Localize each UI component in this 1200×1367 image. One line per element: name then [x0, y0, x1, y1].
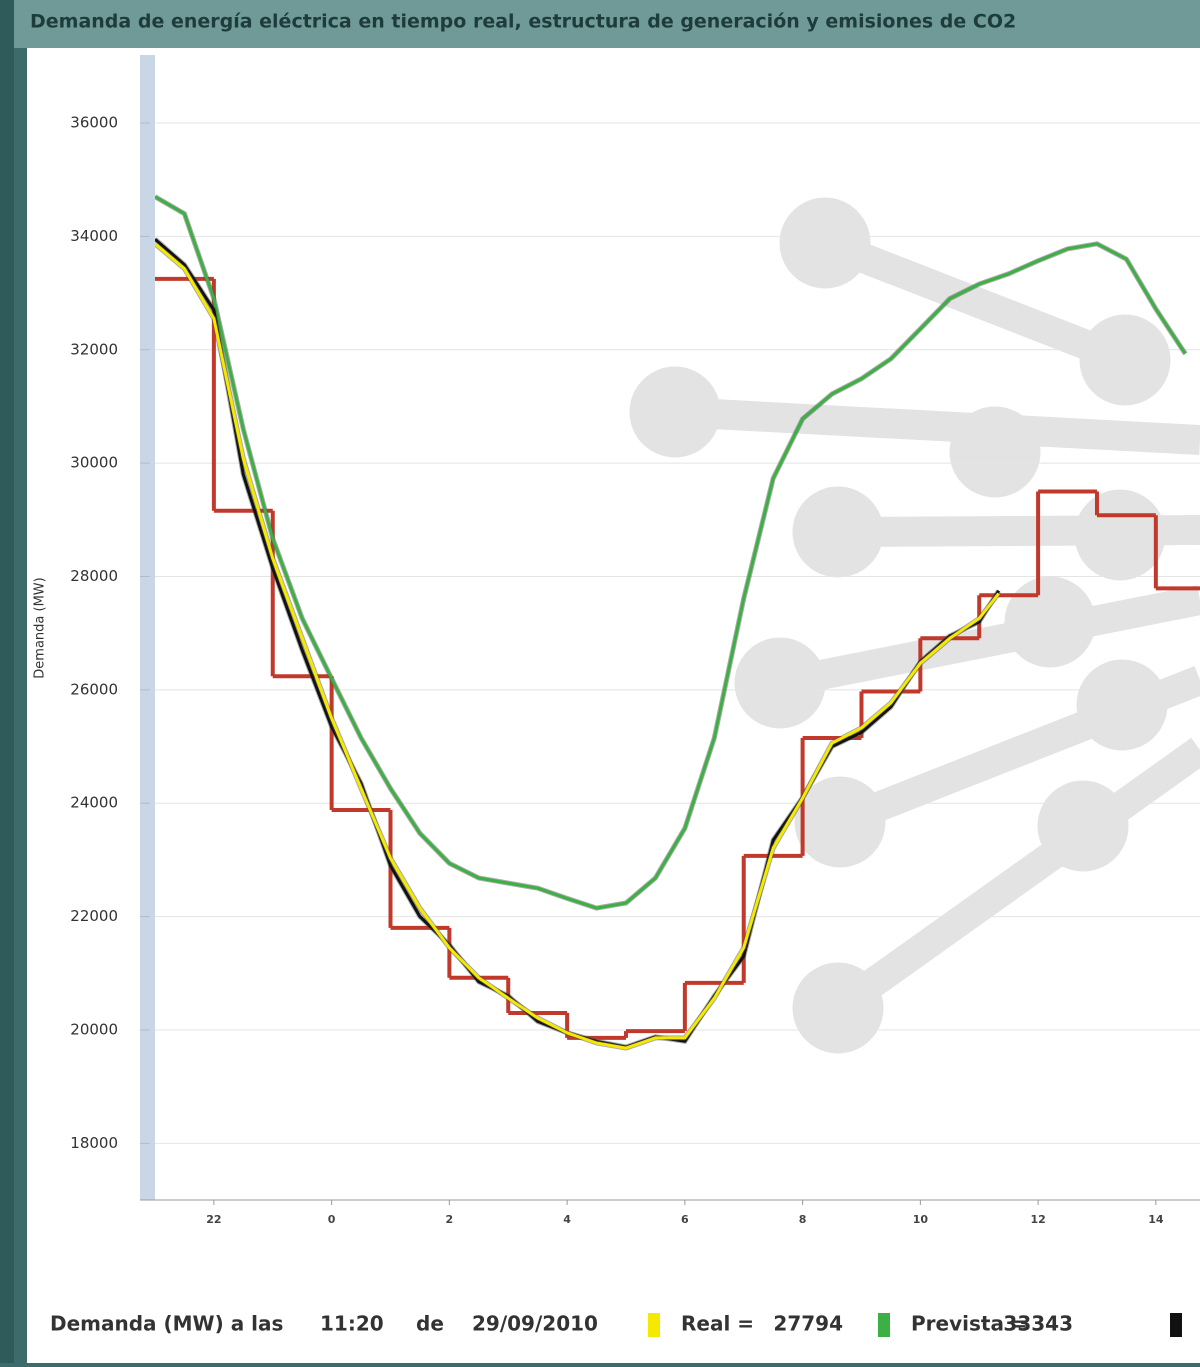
y-tick-label: 34000 — [70, 227, 118, 245]
x-tick-label: 10 — [913, 1213, 929, 1226]
status-prefix: Demanda (MW) a las — [50, 1312, 283, 1336]
y-axis-label: Demanda (MW) — [33, 577, 48, 678]
y-tick-label: 20000 — [70, 1020, 118, 1038]
x-tick-label: 2 — [446, 1213, 454, 1226]
legend-swatch — [878, 1313, 890, 1337]
x-tick-label: 6 — [681, 1213, 689, 1226]
status-time: 11:20 — [320, 1312, 384, 1336]
legend-value: 27794 — [773, 1312, 843, 1336]
series-line — [155, 195, 1187, 910]
legend-name: Real = — [681, 1312, 754, 1336]
y-tick-label: 24000 — [70, 794, 118, 812]
header-bar — [0, 0, 1200, 48]
series-line — [155, 242, 1000, 1050]
status-bar: Demanda (MW) a las 11:20 de 29/09/2010 — [50, 1312, 598, 1336]
y-tick-label: 18000 — [70, 1134, 118, 1152]
x-tick-label: 0 — [328, 1213, 336, 1226]
chart-title: Demanda de energía eléctrica en tiempo r… — [30, 11, 1016, 33]
legend-name: Prevista = — [911, 1312, 1028, 1336]
x-tick-label: 8 — [799, 1213, 807, 1226]
status-date: 29/09/2010 — [472, 1312, 598, 1336]
plot — [155, 194, 1200, 1051]
x-tick-label: 4 — [563, 1213, 571, 1226]
status-de: de — [416, 1312, 444, 1336]
axis-strip — [140, 55, 155, 1200]
panel — [27, 48, 1200, 1363]
y-tick-label: 28000 — [70, 567, 118, 585]
x-tick-label: 14 — [1148, 1213, 1164, 1226]
y-tick-label: 36000 — [70, 114, 118, 132]
legend-value: 33343 — [1003, 1312, 1073, 1336]
x-tick-label: 12 — [1030, 1213, 1045, 1226]
y-tick-label: 26000 — [70, 680, 118, 698]
x-tick-label: 22 — [206, 1213, 221, 1226]
background-logo — [629, 197, 1200, 1054]
legend-swatch — [1170, 1313, 1182, 1337]
y-tick-label: 32000 — [70, 340, 118, 358]
y-tick-label: 30000 — [70, 454, 118, 472]
legend-swatch — [648, 1313, 660, 1337]
left-border — [0, 0, 14, 1363]
y-tick-label: 22000 — [70, 907, 118, 925]
